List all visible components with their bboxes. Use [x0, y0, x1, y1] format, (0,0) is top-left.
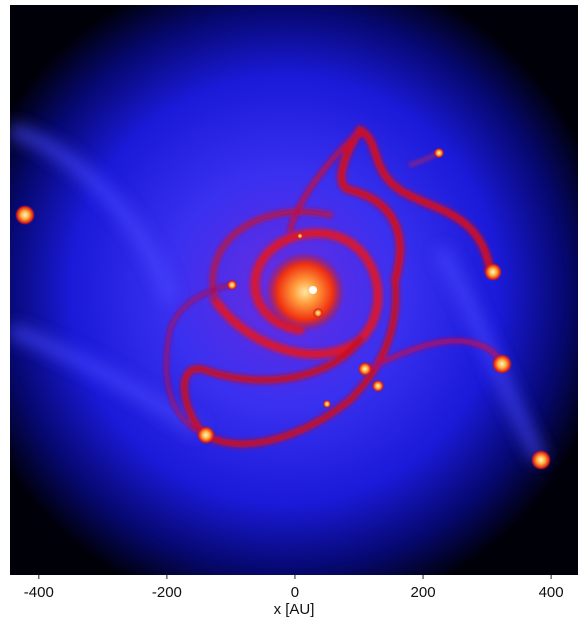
x-tick-label: 400: [539, 584, 564, 601]
density-map: [10, 5, 578, 575]
chart: x [AU] -400 -200 0 200 400: [0, 0, 578, 618]
x-axis-label: x [AU]: [274, 601, 315, 618]
x-tick-label: -400: [24, 584, 54, 601]
x-tick-label: 0: [291, 584, 299, 601]
x-tick-label: 200: [411, 584, 436, 601]
x-tick-label: -200: [152, 584, 182, 601]
